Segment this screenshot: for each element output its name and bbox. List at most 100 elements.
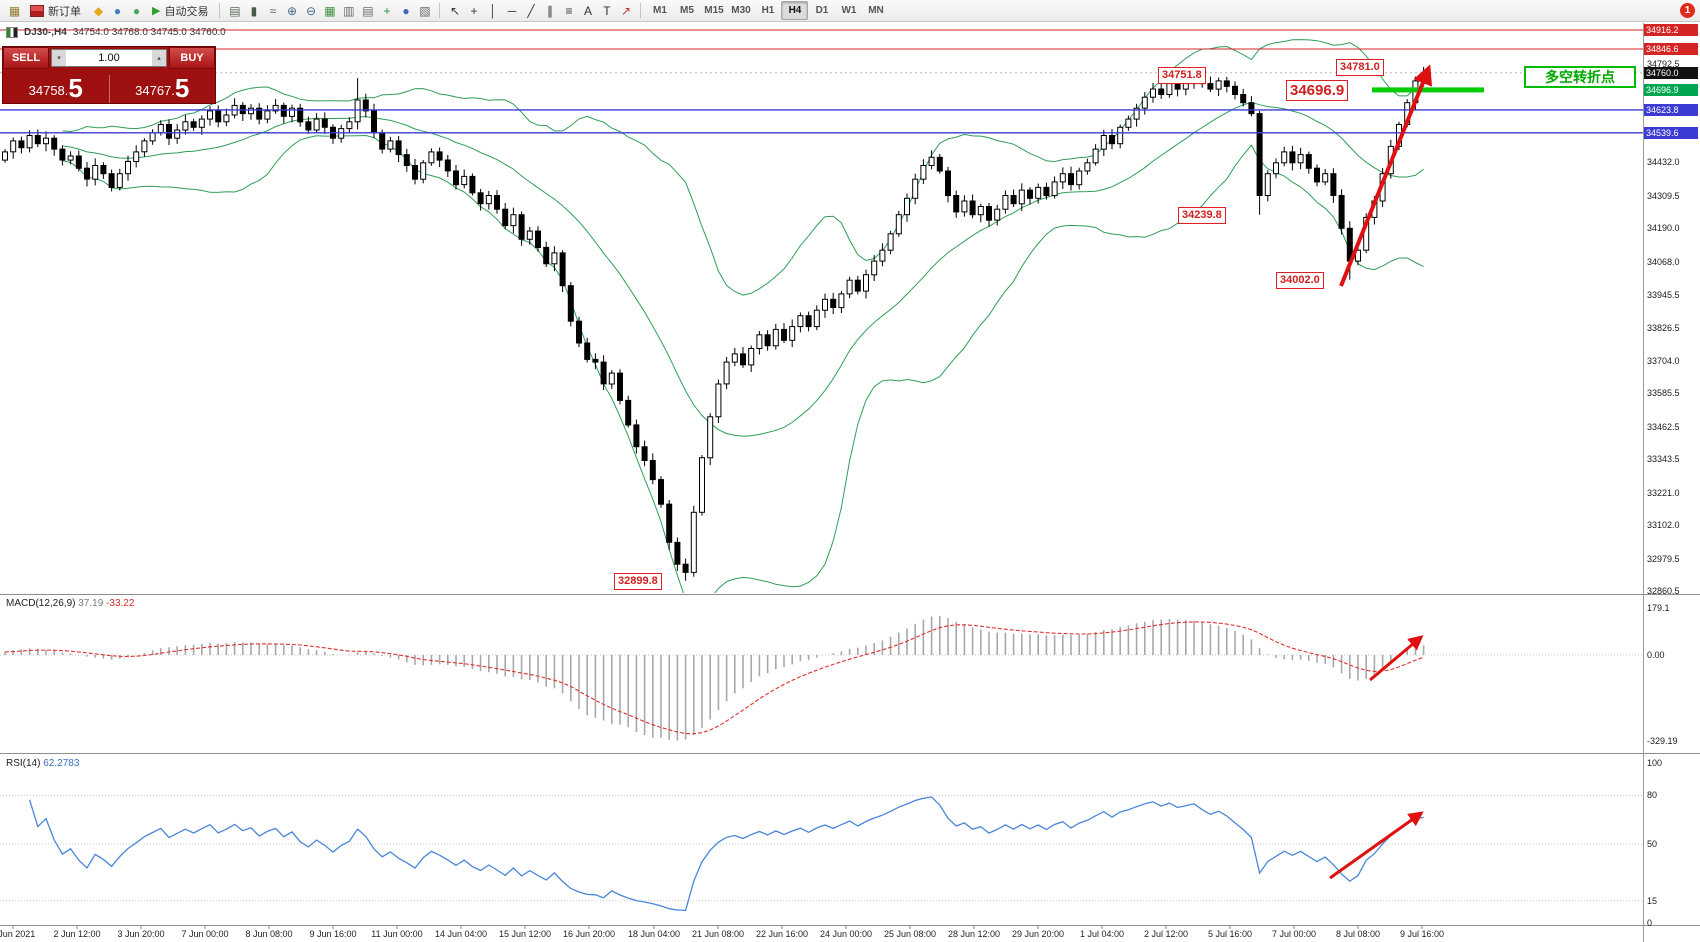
notification-badge[interactable]: 1 (1680, 3, 1695, 18)
tf-h1[interactable]: H1 (761, 5, 775, 16)
channel-icon[interactable]: ∥ (546, 3, 553, 18)
rsi-tick: 15 (1647, 896, 1658, 906)
bars-style-icon[interactable]: ▤ (229, 3, 241, 18)
tf-m15[interactable]: M15 (704, 5, 724, 16)
price-tick: 34068.0 (1647, 257, 1680, 267)
tf-h4[interactable]: H4 (781, 1, 809, 20)
template-icon[interactable]: ▧ (419, 3, 431, 18)
price-tag-34760: 34760.0 (1644, 67, 1698, 79)
horizontal-line-icon[interactable]: ─ (507, 3, 517, 18)
volume-decrease-button[interactable]: ▾ (52, 50, 66, 66)
trend-arrow-2[interactable] (1369, 635, 1424, 682)
sell-price[interactable]: 34758. 5 (28, 73, 83, 104)
add-indicator-icon[interactable]: + (383, 3, 391, 18)
mql-market-icon[interactable]: ◆ (93, 3, 104, 18)
time-tick: 11 Jun 00:00 (371, 929, 423, 939)
cursor-icon[interactable]: ↖ (449, 3, 460, 18)
toolbar-separator (640, 3, 642, 18)
price-label-34239.8[interactable]: 34239.8 (1178, 207, 1226, 224)
new-chart-icon[interactable]: ▦ (8, 3, 21, 18)
fibonacci-icon[interactable]: ≡ (565, 3, 573, 18)
trade-panel-divider (108, 75, 110, 103)
time-tick: 3 Jun 20:00 (117, 929, 165, 939)
price-label-34002.0[interactable]: 34002.0 (1276, 272, 1324, 289)
volume-increase-button[interactable]: ▴ (152, 50, 166, 66)
vertical-line-icon[interactable]: │ (489, 3, 497, 18)
price-tick: 32860.5 (1647, 586, 1680, 596)
line-style-icon[interactable]: ≈ (269, 3, 277, 18)
price-label-34781.0[interactable]: 34781.0 (1336, 59, 1384, 76)
autotrade-button[interactable]: ▶ 自动交易 (148, 1, 214, 21)
price-tick: 34190.0 (1647, 223, 1680, 233)
buy-button[interactable]: BUY (169, 47, 215, 69)
trend-arrow-3[interactable] (1329, 811, 1424, 880)
time-tick: 7 Jun 00:00 (181, 929, 229, 939)
time-tick: 22 Jun 16:00 (755, 929, 809, 939)
price-tag-34539.6: 34539.6 (1644, 127, 1698, 139)
buy-price[interactable]: 34767. 5 (135, 73, 190, 104)
autotrade-label: 自动交易 (164, 5, 209, 18)
tile-windows-icon[interactable]: ▦ (324, 3, 336, 18)
zoom-in-icon[interactable]: ⊕ (286, 3, 297, 18)
time-tick: 16 Jun 20:00 (562, 929, 616, 939)
chart-symbol-period: DJ30-,H4 (24, 27, 67, 38)
trendline-icon[interactable]: ╱ (527, 3, 535, 18)
time-tick: 29 Jun 20:00 (1011, 929, 1065, 939)
label-icon[interactable]: T (603, 3, 611, 18)
text-icon[interactable]: A (583, 3, 592, 18)
rsi-label: RSI(14) 62.2783 (6, 758, 80, 769)
volume-value: 1.00 (98, 52, 120, 64)
turning-point-line[interactable] (1372, 87, 1484, 93)
price-label-32899.8[interactable]: 32899.8 (614, 573, 662, 590)
volume-input[interactable]: ▾ 1.00 ▴ (51, 49, 167, 67)
toolbar: ▦ 新订单 ◆ ● ● ▶ 自动交易 ▤ ▮ ≈ ⊕ ⊖ ▦ ▥ ▤ + ● ▧ ↖ + │ ─ ╱ ∥ ≡ A T ↗ … (0, 0, 1700, 22)
time-tick: 8 Jul 08:00 (1335, 929, 1381, 939)
new-order-button[interactable]: 新订单 (26, 1, 87, 21)
chart-tools-group: ▤ ▮ ≈ ⊕ ⊖ ▦ ▥ ▤ + ● ▧ (225, 2, 434, 20)
tf-m5[interactable]: M5 (680, 5, 694, 16)
chart-tab-icon (6, 27, 18, 38)
tf-mn[interactable]: MN (868, 5, 884, 16)
price-tick: 33945.5 (1647, 290, 1680, 300)
macd-tick: 0.00 (1647, 650, 1665, 660)
indicator-window-icon[interactable]: ▥ (343, 3, 355, 18)
price-tick: 33462.5 (1647, 422, 1680, 432)
tf-m30[interactable]: M30 (731, 5, 751, 16)
window-icons-group: ▦ (5, 2, 24, 20)
price-label-34696.9[interactable]: 34696.9 (1286, 80, 1349, 101)
timeframe-group: M1 M5 M15 M30 H1 H4 D1 W1 MN (646, 1, 889, 20)
period-clock-icon[interactable]: ● (402, 3, 410, 18)
time-tick: 28 Jun 12:00 (947, 929, 1001, 939)
candles-style-icon[interactable]: ▮ (250, 3, 258, 18)
price-tick: 33826.5 (1647, 323, 1680, 333)
price-tick: 33343.5 (1647, 454, 1680, 464)
price-tag-34916.2: 34916.2 (1644, 24, 1698, 36)
arrows-icon[interactable]: ↗ (620, 3, 631, 18)
time-tick: 2 Jun 12:00 (53, 929, 101, 939)
trend-arrow-1[interactable] (1339, 64, 1433, 287)
community-icon[interactable]: ● (113, 3, 122, 18)
crosshair-icon[interactable]: + (470, 3, 478, 18)
price-tag-34623.8: 34623.8 (1644, 104, 1698, 116)
news-icon[interactable]: ● (132, 3, 141, 18)
price-label-34751.8[interactable]: 34751.8 (1158, 67, 1206, 84)
price-tag-34846.6: 34846.6 (1644, 43, 1698, 55)
price-tick: 32979.5 (1647, 554, 1680, 564)
tf-m1[interactable]: M1 (653, 5, 667, 16)
tf-w1[interactable]: W1 (841, 5, 857, 16)
time-tick: 1 Jun 2021 (0, 929, 36, 939)
price-tick: 33585.5 (1647, 388, 1680, 398)
account-icons-group: ◆ ● ● (89, 2, 146, 20)
macd-tick: 179.1 (1647, 603, 1670, 613)
sell-button[interactable]: SELL (3, 47, 49, 69)
zoom-out-icon[interactable]: ⊖ (305, 3, 316, 18)
draw-tools-group: ↖ + │ ─ ╱ ∥ ≡ A T ↗ (445, 2, 635, 20)
candlesticks[interactable] (2, 66, 1427, 581)
tf-d1[interactable]: D1 (815, 5, 829, 16)
object-list-icon[interactable]: ▤ (362, 3, 374, 18)
toolbar-separator (439, 3, 441, 18)
turning-point-label[interactable]: 多空转折点 (1524, 66, 1636, 88)
macd-label: MACD(12,26,9) 37.19 -33.22 (6, 598, 135, 609)
